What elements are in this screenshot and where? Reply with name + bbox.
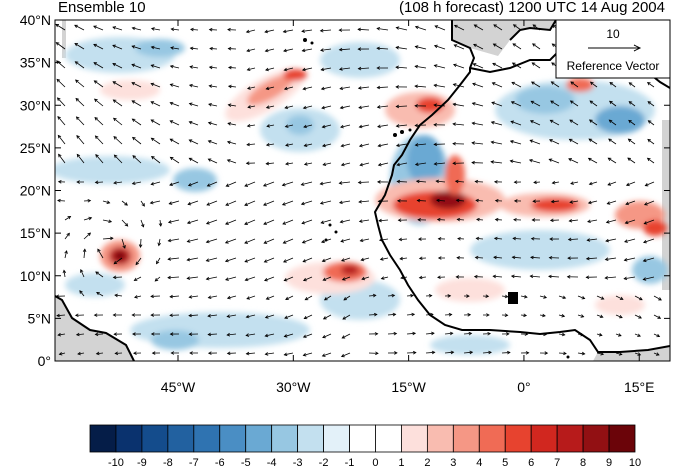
lat-tick-label: 30°N [20, 97, 51, 113]
colorbar-label: 1 [398, 457, 404, 469]
plot-left-title: Ensemble 10 [58, 0, 146, 16]
colorbar-label: 2 [424, 457, 430, 469]
colorbar-swatch [271, 424, 299, 453]
lon-tick-label: 15°E [624, 379, 655, 395]
colorbar-swatch [478, 424, 506, 453]
lon-tick-label: 0° [517, 379, 530, 395]
colorbar-label: 5 [502, 457, 508, 469]
colorbar-label: 0 [372, 457, 378, 469]
wind-anomaly-shading [55, 35, 668, 355]
colorbar-label: 6 [528, 457, 534, 469]
lat-tick-label: 5°N [28, 310, 52, 326]
colorbar-swatch [556, 424, 584, 453]
colorbar-label: -6 [215, 457, 225, 469]
colorbar-swatch [426, 424, 454, 453]
lon-tick-label: 30°W [276, 379, 311, 395]
colorbar-swatch [193, 424, 221, 453]
colorbar-swatch [504, 424, 532, 453]
colorbar-label: -3 [293, 457, 303, 469]
lat-tick-label: 0° [38, 353, 51, 369]
lat-tick-label: 40°N [20, 12, 51, 28]
lat-tick-label: 35°N [20, 55, 51, 71]
colorbar-label: -5 [241, 457, 251, 469]
colorbar-label: 7 [554, 457, 560, 469]
colorbar-swatch [452, 424, 480, 453]
colorbar-swatch [323, 424, 350, 453]
lon-tick-label: 45°W [161, 379, 196, 395]
reference-vector-box: 10 Reference Vector [555, 19, 671, 79]
colorbar-swatch [141, 424, 169, 453]
plot-right-title: (108 h forecast) 1200 UTC 14 Aug 2004 [398, 0, 665, 16]
islands [303, 38, 570, 359]
lat-tick-label: 20°N [20, 183, 51, 199]
latitude-axis: 0° 5°N 10°N 15°N 20°N 25°N 30°N 35°N 40°N [20, 12, 670, 369]
colorbar-label: 4 [476, 457, 482, 469]
colorbar-swatch [401, 424, 428, 453]
colorbar-label: 9 [606, 457, 612, 469]
colorbar-swatch [219, 424, 247, 453]
colorbar-label: 3 [450, 457, 456, 469]
longitude-axis: 45°W 30°W 15°W 0° 15°E [161, 20, 655, 395]
reference-vector-label: Reference Vector [567, 59, 660, 73]
lat-tick-label: 15°N [20, 225, 51, 241]
colorbar-swatch [245, 424, 273, 453]
colorbar-label: -2 [319, 457, 329, 469]
colorbar-label: -1 [345, 457, 355, 469]
colorbar-swatch [349, 424, 376, 453]
colorbar-swatch [608, 424, 636, 453]
colorbar-label: -7 [189, 457, 199, 469]
lat-tick-label: 10°N [20, 268, 51, 284]
colorbar-label: -4 [267, 457, 277, 469]
colorbar-swatch [297, 424, 324, 453]
colorbar-swatch [582, 424, 610, 453]
colorbar-swatch [530, 424, 558, 453]
colorbar-swatch [375, 424, 402, 453]
colorbar-swatch [115, 424, 143, 453]
lon-tick-label: 15°W [391, 379, 426, 395]
masked-land-region [55, 20, 670, 361]
colorbar-label: -9 [137, 457, 147, 469]
colorbar-label: -8 [163, 457, 173, 469]
colorbar-swatch [167, 424, 195, 453]
colorbar-swatch [89, 424, 117, 453]
reference-vector-magnitude: 10 [606, 27, 620, 41]
lat-tick-label: 25°N [20, 140, 51, 156]
colorbar-label: 8 [580, 457, 586, 469]
colorbar: -10 -9 -8 -7 -6 -5 -4 -3 -2 -1 0 1 2 3 4 5 6 7 8 9 10 [89, 424, 641, 469]
colorbar-label: -10 [108, 457, 124, 469]
colorbar-label: 10 [629, 457, 641, 469]
